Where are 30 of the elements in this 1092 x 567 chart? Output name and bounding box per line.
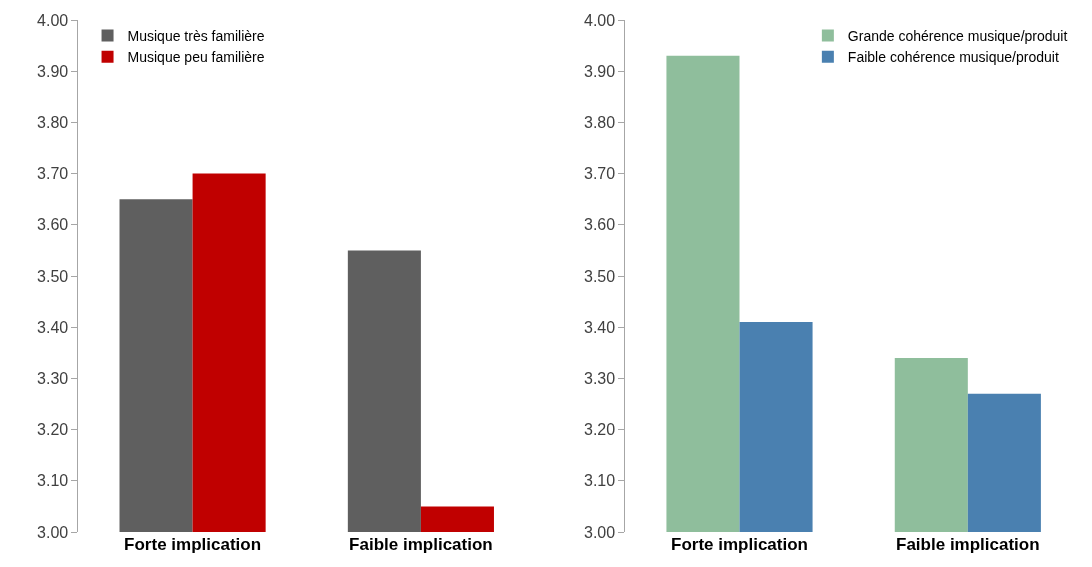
legend-label: Musique très familière bbox=[127, 28, 265, 45]
x-tick-label: Forte implication bbox=[124, 535, 262, 554]
y-tick-label: 3.00 bbox=[584, 523, 616, 541]
legend-label: Faible cohérence musique/produit bbox=[847, 49, 1059, 66]
y-tick-label: 3.70 bbox=[37, 165, 69, 183]
y-tick-label: 3.20 bbox=[37, 421, 69, 439]
y-tick-label: 3.80 bbox=[37, 114, 69, 131]
y-tick-label: 3.40 bbox=[37, 318, 69, 336]
legend-label: Musique peu familière bbox=[127, 49, 265, 66]
y-tick-label: 4.00 bbox=[584, 11, 616, 29]
y-tick-label: 4.00 bbox=[37, 11, 69, 29]
y-tick-label: 3.50 bbox=[37, 267, 69, 285]
y-tick-label: 3.10 bbox=[584, 472, 616, 490]
x-tick-label: Faible implication bbox=[896, 535, 1040, 554]
y-tick-label: 3.60 bbox=[584, 216, 616, 234]
y-tick-label: 3.90 bbox=[37, 62, 69, 80]
y-tick-label: 3.40 bbox=[584, 318, 616, 336]
y-tick-label: 3.30 bbox=[584, 370, 616, 387]
x-tick-label: Forte implication bbox=[671, 535, 808, 554]
y-tick-label: 3.10 bbox=[37, 472, 69, 490]
y-tick-label: 3.00 bbox=[37, 523, 69, 541]
y-tick-label: 3.80 bbox=[584, 114, 616, 131]
y-tick-label: 3.60 bbox=[37, 216, 69, 234]
y-tick-label: 3.50 bbox=[584, 267, 616, 285]
x-tick-label: Faible implication bbox=[349, 535, 493, 554]
y-tick-label: 3.70 bbox=[584, 165, 616, 183]
y-tick-label: 3.30 bbox=[37, 370, 69, 387]
y-tick-label: 3.20 bbox=[584, 421, 616, 439]
legend-label: Grande cohérence musique/produit bbox=[847, 28, 1068, 45]
y-tick-label: 3.90 bbox=[584, 62, 616, 80]
